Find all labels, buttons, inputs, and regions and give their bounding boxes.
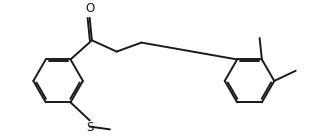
Text: O: O bbox=[85, 2, 94, 15]
Text: S: S bbox=[86, 121, 93, 135]
